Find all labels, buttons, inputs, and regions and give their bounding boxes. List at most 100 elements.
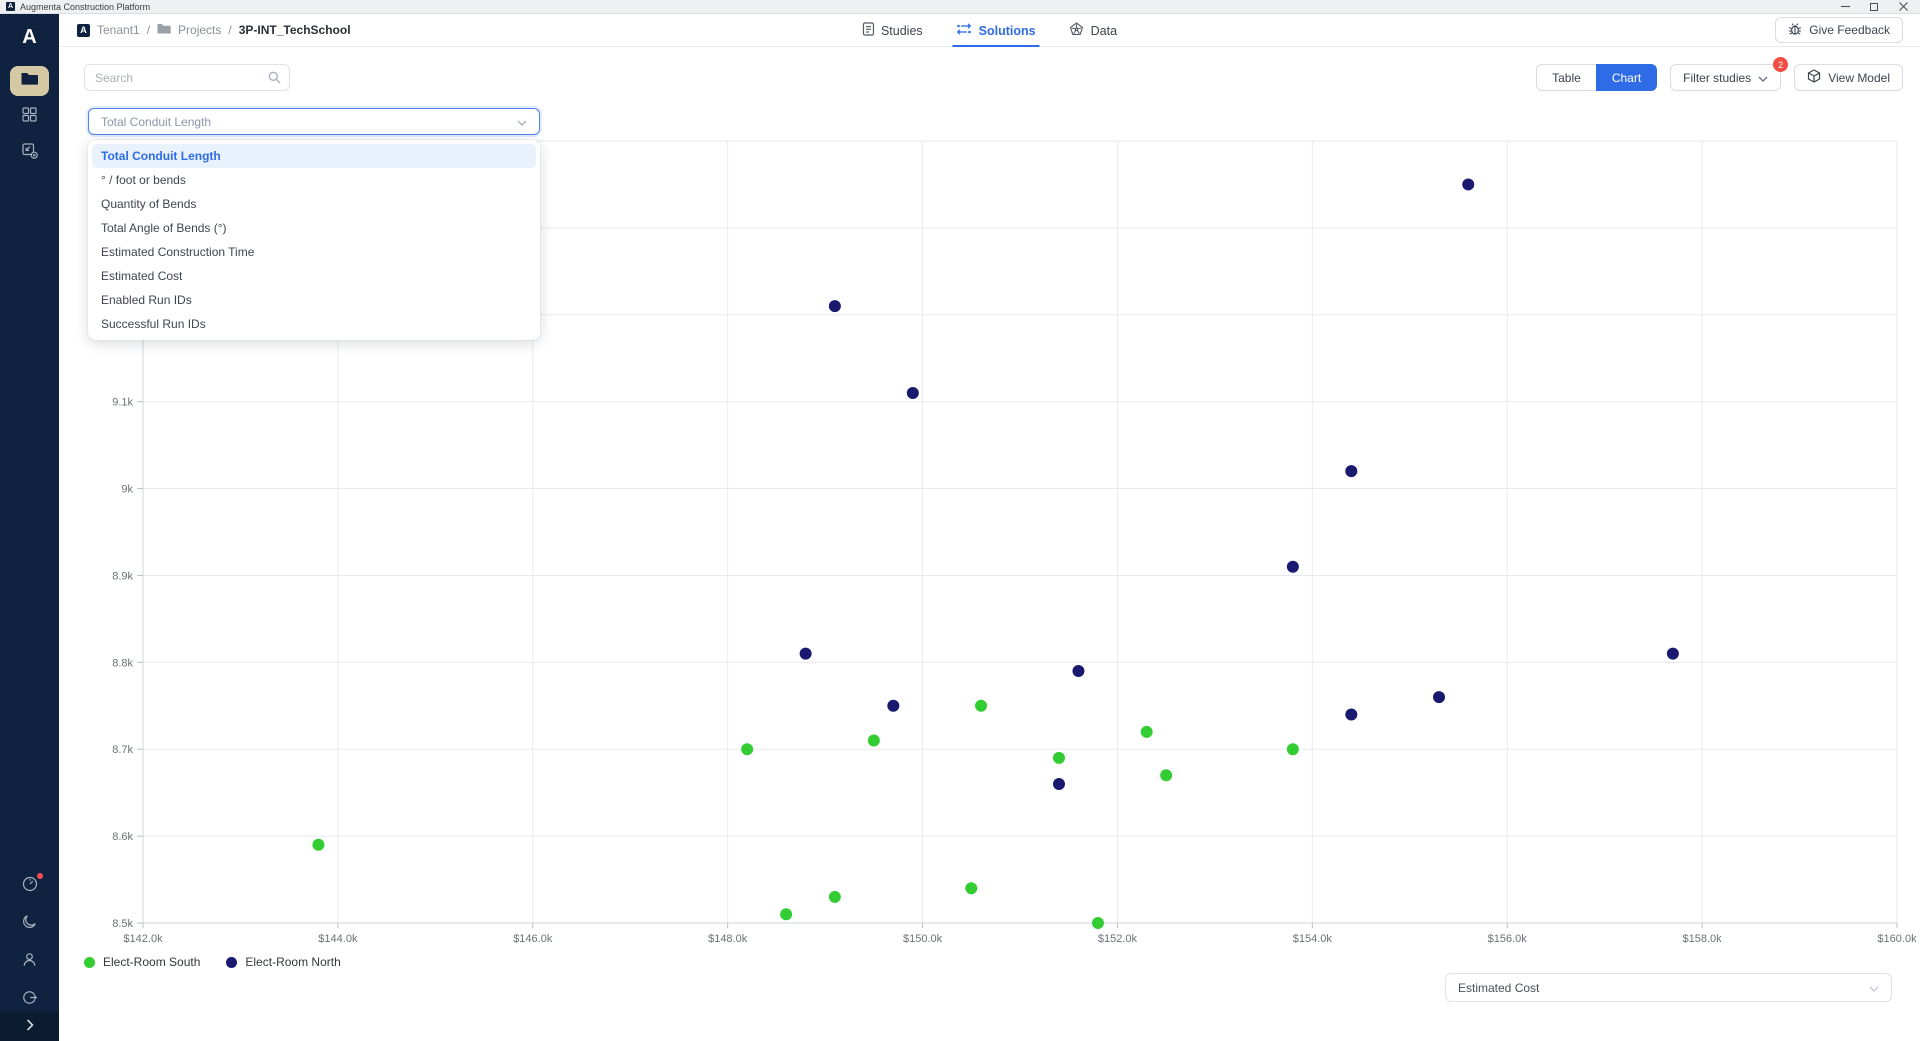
chevron-right-icon	[26, 1018, 34, 1036]
metric-option[interactable]: Estimated Construction Time	[101, 245, 255, 259]
data-point[interactable]	[887, 699, 900, 712]
view-model-button[interactable]: View Model	[1794, 64, 1903, 91]
active-tab-indicator	[952, 44, 1040, 47]
metric-options-menu: Total Conduit Length ° / foot or bends Qua…	[88, 140, 540, 340]
sidebar-item-apps[interactable]	[10, 102, 49, 132]
search-icon	[268, 71, 281, 89]
document-icon	[862, 22, 874, 39]
y-tick-label: 8.6k	[112, 831, 133, 843]
data-point[interactable]	[1091, 917, 1104, 929]
y-tick-label: 8.7k	[112, 744, 133, 756]
metric-option[interactable]: Quantity of Bends	[101, 197, 197, 211]
table-view-button[interactable]: Table	[1536, 64, 1596, 91]
data-point[interactable]	[975, 699, 988, 712]
chevron-down-icon	[1869, 981, 1879, 995]
data-point[interactable]	[828, 300, 841, 313]
x-tick-label: $154.0k	[1293, 933, 1333, 945]
box-plus-icon	[21, 142, 38, 164]
sidebar-item-usage[interactable]	[18, 873, 43, 898]
data-point[interactable]	[867, 734, 880, 747]
sidebar-item-projects[interactable]	[10, 66, 49, 96]
sidebar-logo: A	[22, 25, 37, 48]
user-icon	[22, 952, 37, 972]
data-point[interactable]	[1052, 751, 1065, 764]
data-point[interactable]	[1052, 777, 1065, 790]
metric-option[interactable]: Successful Run IDs	[101, 317, 206, 331]
data-point[interactable]	[906, 386, 919, 399]
folder-icon	[157, 23, 171, 37]
data-point[interactable]	[799, 647, 812, 660]
header: A Tenant1 / Projects / 3P-INT_TechSchool…	[59, 14, 1920, 47]
metric-option[interactable]: Total Angle of Bends (°)	[101, 221, 227, 235]
breadcrumb-tenant[interactable]: Tenant1	[97, 23, 140, 37]
data-point[interactable]	[828, 890, 841, 903]
y-metric-select[interactable]: Total Conduit Length	[88, 108, 540, 135]
window-title: Augmenta Construction Platform	[20, 1, 151, 12]
legend-label: Elect-Room North	[245, 955, 341, 969]
gauge-icon	[22, 876, 38, 897]
data-point[interactable]	[780, 908, 793, 921]
x-tick-label: $144.0k	[318, 933, 358, 945]
tab-label: Solutions	[978, 23, 1036, 38]
selected-metric: Total Conduit Length	[101, 114, 212, 129]
tab-data[interactable]: Data	[1069, 14, 1118, 47]
view-toggle: Table Chart	[1536, 64, 1658, 91]
close-icon[interactable]	[1896, 1, 1910, 13]
data-point[interactable]	[965, 882, 978, 895]
search-box	[84, 64, 290, 91]
compare-arrows-icon	[956, 23, 972, 38]
maximize-icon[interactable]	[1867, 1, 1881, 13]
sidebar-item-account[interactable]	[18, 950, 42, 974]
button-label: View Model	[1828, 70, 1890, 85]
top-nav: Studies Solutions Data	[862, 14, 1117, 47]
x-tick-label: $150.0k	[903, 933, 943, 945]
legend-item[interactable]: Elect-Room North	[226, 955, 341, 969]
data-point[interactable]	[1160, 769, 1173, 782]
data-point[interactable]	[1286, 743, 1299, 756]
data-point[interactable]	[1666, 647, 1679, 660]
data-point[interactable]	[1345, 465, 1358, 478]
x-metric-select[interactable]: Estimated Cost	[1445, 973, 1892, 1002]
data-point[interactable]	[1072, 665, 1085, 678]
data-point[interactable]	[312, 838, 325, 851]
data-point[interactable]	[741, 743, 754, 756]
give-feedback-button[interactable]: Give Feedback	[1775, 17, 1903, 43]
filter-studies-button[interactable]: Filter studies	[1670, 64, 1782, 91]
metric-option[interactable]: Enabled Run IDs	[101, 293, 192, 307]
data-point[interactable]	[1433, 691, 1446, 704]
x-tick-label: $156.0k	[1488, 933, 1528, 945]
sidebar-item-logout[interactable]	[18, 988, 42, 1012]
sidebar-item-theme[interactable]	[18, 912, 42, 936]
logout-icon	[22, 990, 38, 1010]
notification-dot	[36, 873, 43, 879]
legend-dot	[84, 956, 95, 968]
sidebar-expand[interactable]	[0, 1012, 59, 1041]
data-model-icon	[1069, 22, 1084, 39]
data-point[interactable]	[1345, 708, 1358, 721]
legend-item[interactable]: Elect-Room South	[84, 955, 200, 969]
tab-studies[interactable]: Studies	[862, 14, 923, 47]
sidebar: A	[0, 14, 59, 1041]
sidebar-item-export[interactable]	[10, 138, 49, 168]
minimize-icon[interactable]	[1838, 1, 1852, 13]
breadcrumb-separator: /	[146, 23, 151, 37]
x-tick-label: $142.0k	[123, 933, 163, 945]
legend-dot	[226, 956, 238, 968]
breadcrumb-projects[interactable]: Projects	[178, 23, 222, 37]
tab-label: Data	[1090, 23, 1118, 38]
data-point[interactable]	[1462, 178, 1475, 191]
tab-solutions[interactable]: Solutions	[952, 14, 1040, 47]
data-point[interactable]	[1286, 560, 1299, 573]
metric-option[interactable]: ° / foot or bends	[101, 173, 186, 187]
button-label: Give Feedback	[1809, 23, 1890, 37]
chart-view-button[interactable]: Chart	[1595, 64, 1658, 91]
tenant-icon: A	[77, 23, 90, 37]
metric-option[interactable]: Estimated Cost	[101, 269, 183, 283]
grid-icon	[22, 107, 37, 127]
y-tick-label: 8.8k	[112, 657, 133, 669]
metric-option[interactable]: Total Conduit Length	[92, 144, 536, 168]
search-input[interactable]	[84, 64, 290, 91]
y-tick-label: 9.1k	[112, 397, 133, 409]
data-point[interactable]	[1140, 725, 1153, 738]
